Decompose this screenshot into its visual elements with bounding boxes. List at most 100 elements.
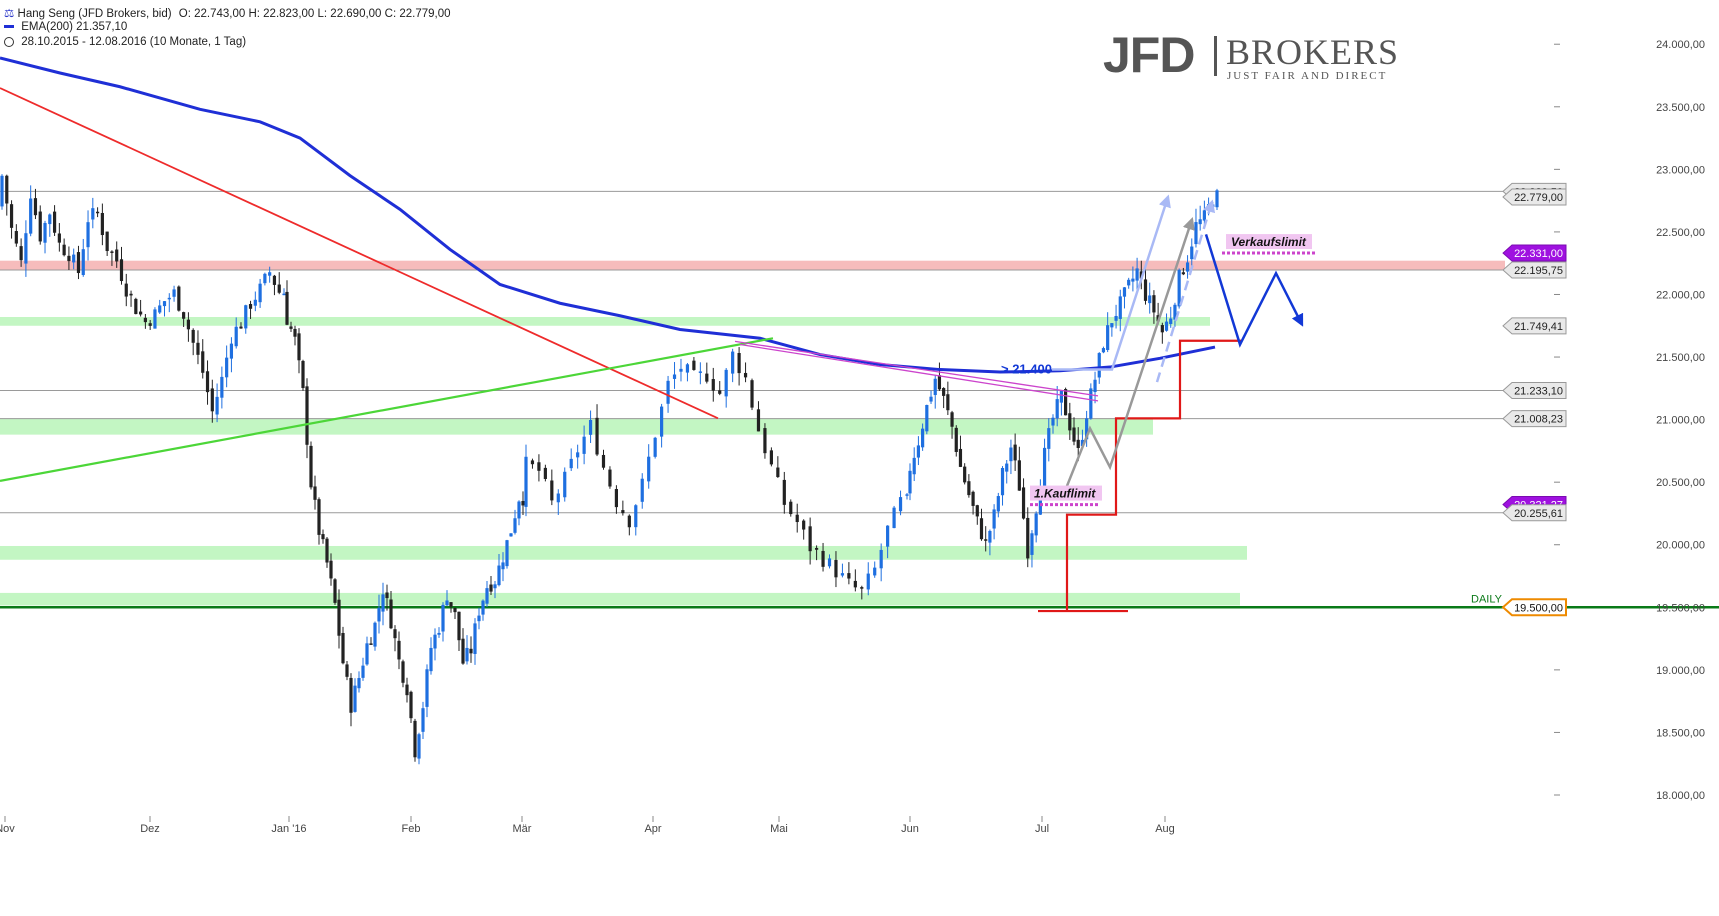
- candle-layer: [0, 174, 1219, 765]
- candle-body-down: [293, 328, 297, 337]
- candle-body-down: [595, 417, 599, 455]
- candle-body-down: [210, 388, 214, 412]
- candle-body-up: [679, 368, 683, 372]
- candle-body-down: [789, 501, 793, 515]
- y-axis-tick-label: 18.500,00: [1656, 727, 1705, 739]
- candle-body-down: [1021, 487, 1026, 519]
- candle-body-up: [433, 634, 437, 649]
- candle-body-up: [1194, 222, 1198, 245]
- candle-body-up: [477, 615, 481, 622]
- candle-body-up: [1055, 399, 1059, 419]
- candle-body-up: [220, 376, 224, 398]
- candle-body-down: [349, 677, 353, 713]
- ema-legend-row[interactable]: EMA(200) 21.357,10: [4, 21, 127, 33]
- candle-body-up: [162, 301, 167, 307]
- candle-body-down: [543, 467, 547, 479]
- candle-body-down: [124, 283, 128, 297]
- candle-body-up: [172, 289, 176, 297]
- y-axis-tick-label: 19.000,00: [1656, 665, 1705, 677]
- breakout-level-label: > 21.400: [1001, 362, 1052, 377]
- candle-body-down: [393, 629, 397, 639]
- candle-body-down: [369, 643, 373, 645]
- price-tag: [1502, 261, 1567, 279]
- x-axis-tick-label: Jan '16: [271, 823, 306, 835]
- candle-body-up: [377, 607, 381, 622]
- buy-limit-label: 1.Kauflimit: [1034, 487, 1096, 501]
- x-axis-tick-label: Aug: [1155, 823, 1175, 835]
- candle-body-up: [43, 222, 47, 243]
- candle-body-up: [569, 458, 573, 469]
- candle-body-up: [933, 378, 937, 396]
- candle-body-down: [333, 579, 337, 603]
- candle-body-down: [409, 691, 413, 719]
- logo-brokers-text: BROKERS: [1226, 32, 1400, 72]
- candle-body-up: [91, 208, 95, 220]
- candle-body-down: [38, 211, 42, 242]
- candle-body-down: [62, 244, 66, 256]
- candle-body-up: [509, 533, 513, 537]
- candle-body-down: [942, 388, 946, 396]
- downtrend-line: [0, 87, 719, 420]
- candle-body-down: [1072, 427, 1076, 442]
- candle-body-up: [1110, 323, 1114, 328]
- chart-title-row: ⚖ Hang Seng (JFD Brokers, bid) O: 22.743…: [4, 6, 451, 20]
- candle-body-up: [158, 305, 162, 313]
- candle-body-up: [1135, 268, 1139, 281]
- price-tag-label: 22.195,75: [1514, 265, 1563, 277]
- candle-body-up: [1169, 318, 1173, 324]
- candle-body-up: [666, 380, 670, 404]
- ema-legend-label: EMA(200) 21.357,10: [21, 21, 128, 33]
- ema-layer: [0, 56, 1216, 374]
- candle-body-up: [827, 558, 832, 567]
- candle-body-up: [258, 283, 262, 303]
- candle-body-down: [521, 501, 525, 506]
- candle-body-up: [429, 647, 433, 672]
- x-axis-tick-label: Mai: [770, 823, 788, 835]
- candle-body-up: [1034, 513, 1038, 536]
- candle-body-up: [929, 396, 933, 402]
- price-tag-label: 21.008,23: [1514, 414, 1563, 426]
- candle-body-down: [1013, 444, 1017, 461]
- candle-body-up: [925, 405, 929, 432]
- candle-body-down: [795, 514, 799, 523]
- resistance-trendline-lower: [739, 343, 1099, 402]
- candle-body-up: [1177, 269, 1181, 307]
- candle-body-down: [285, 291, 289, 325]
- y-axis-tick-label: 20.000,00: [1656, 540, 1705, 552]
- candle-body-down: [461, 638, 465, 664]
- support-zone: [0, 317, 1210, 326]
- candle-body-down: [1068, 413, 1072, 431]
- y-axis-tick-label: 23.000,00: [1656, 164, 1705, 176]
- candle-body-down: [33, 198, 38, 216]
- candle-body-up: [1030, 533, 1034, 555]
- candle-body-down: [756, 409, 761, 432]
- y-axis-tick-label: 20.500,00: [1656, 477, 1705, 489]
- x-axis-tick-label: Mär: [513, 823, 532, 835]
- candle-body-up: [916, 445, 921, 458]
- candle-body-down: [449, 602, 453, 607]
- candle-body-down: [57, 233, 61, 243]
- candle-body-up: [24, 233, 28, 264]
- candle-body-down: [718, 390, 722, 394]
- horizontal-line-layer: [0, 190, 1719, 609]
- candle-body-up: [437, 632, 441, 635]
- candle-body-up: [1009, 447, 1013, 462]
- candle-body-up: [866, 573, 870, 590]
- candle-body-down: [413, 720, 417, 758]
- candle-body-down: [341, 632, 345, 664]
- candle-body-up: [563, 471, 567, 498]
- candle-body-down: [954, 427, 958, 452]
- sell-limit-label-bg: [1226, 234, 1312, 250]
- candle-body-up: [417, 734, 421, 759]
- candle-body-up: [1164, 321, 1169, 331]
- candle-body-down: [329, 560, 333, 579]
- candle-body-down: [530, 460, 535, 465]
- candle-body-up: [215, 396, 219, 415]
- candle-body-up: [263, 273, 267, 284]
- candle-body-up: [353, 685, 357, 712]
- y-axis-tick-label: 22.000,00: [1656, 289, 1705, 301]
- candle-body-down: [950, 412, 954, 427]
- candle-body-down: [1143, 279, 1148, 301]
